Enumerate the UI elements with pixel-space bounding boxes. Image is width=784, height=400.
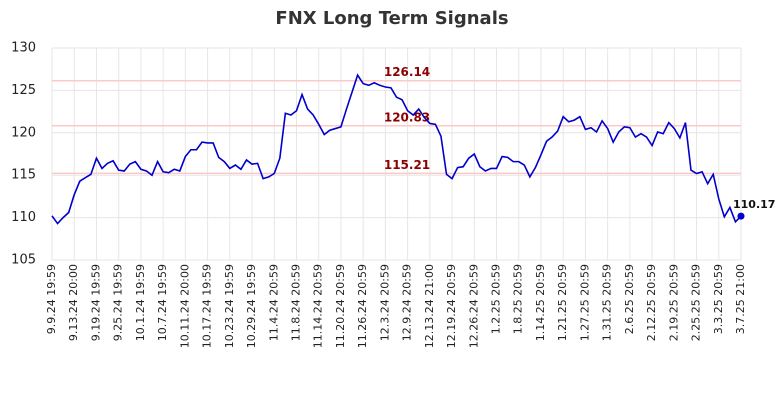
- x-tick-label: 10.1.24 19:59: [134, 264, 147, 341]
- x-tick-label: 3.3.25 20:59: [712, 264, 725, 334]
- x-tick-label: 10.7.24 19:59: [156, 264, 169, 341]
- x-tick-label: 11.8.24 20:59: [289, 264, 302, 341]
- signal-label: 115.21: [384, 158, 430, 172]
- x-tick-label: 9.19.24 19:59: [89, 264, 102, 341]
- x-tick-label: 12.13.24 21:00: [423, 264, 436, 348]
- x-tick-label: 1.8.25 20:59: [512, 264, 525, 334]
- y-tick-label: 120: [11, 125, 36, 140]
- price-line: [51, 73, 742, 225]
- x-tick-label: 10.23.24 19:59: [223, 264, 236, 348]
- x-tick-label: 1.27.25 20:59: [578, 264, 591, 341]
- y-tick-label: 110: [11, 210, 36, 225]
- x-tick-label: 12.9.24 20:59: [401, 264, 414, 341]
- x-tick-label: 1.14.25 20:59: [534, 264, 547, 341]
- y-tick-label: 130: [11, 41, 36, 56]
- x-tick-label: 11.4.24 20:59: [267, 264, 280, 341]
- x-tick-label: 11.26.24 20:59: [356, 264, 369, 348]
- signal-label: 120.83: [384, 110, 430, 124]
- x-tick-label: 11.14.24 20:59: [312, 264, 325, 348]
- x-tick-label: 9.9.24 19:59: [45, 264, 58, 334]
- x-tick-label: 1.2.25 20:59: [490, 264, 503, 334]
- x-tick-label: 12.26.24 20:59: [467, 264, 480, 348]
- y-tick-label: 115: [11, 168, 36, 183]
- x-tick-label: 2.6.25 20:59: [623, 264, 636, 334]
- last-value-label: 110.17: [733, 198, 775, 211]
- signal-label: 126.14: [384, 65, 430, 79]
- y-tick-label: 105: [11, 253, 36, 268]
- y-tick-label: 125: [11, 83, 36, 98]
- x-tick-label: 10.11.24 20:00: [178, 264, 191, 348]
- x-tick-label: 3.7.25 21:00: [734, 264, 747, 334]
- x-tick-label: 2.19.25 20:59: [667, 264, 680, 341]
- x-tick-label: 1.21.25 20:59: [556, 264, 569, 341]
- x-tick-label: 1.31.25 20:59: [601, 264, 614, 341]
- x-tick-label: 10.29.24 19:59: [245, 264, 258, 348]
- x-tick-label: 2.25.25 20:59: [690, 264, 703, 341]
- x-tick-label: 12.19.24 20:59: [445, 264, 458, 348]
- x-tick-label: 9.25.24 19:59: [112, 264, 125, 341]
- chart-title: FNX Long Term Signals: [275, 8, 508, 29]
- x-tick-label: 11.20.24 20:59: [334, 264, 347, 348]
- x-tick-label: 9.13.24 20:00: [67, 264, 80, 341]
- last-point: [737, 212, 745, 220]
- x-tick-label: 10.17.24 19:59: [201, 264, 214, 348]
- x-tick-label: 12.3.24 20:59: [378, 264, 391, 341]
- x-tick-label: 2.12.25 20:59: [645, 264, 658, 341]
